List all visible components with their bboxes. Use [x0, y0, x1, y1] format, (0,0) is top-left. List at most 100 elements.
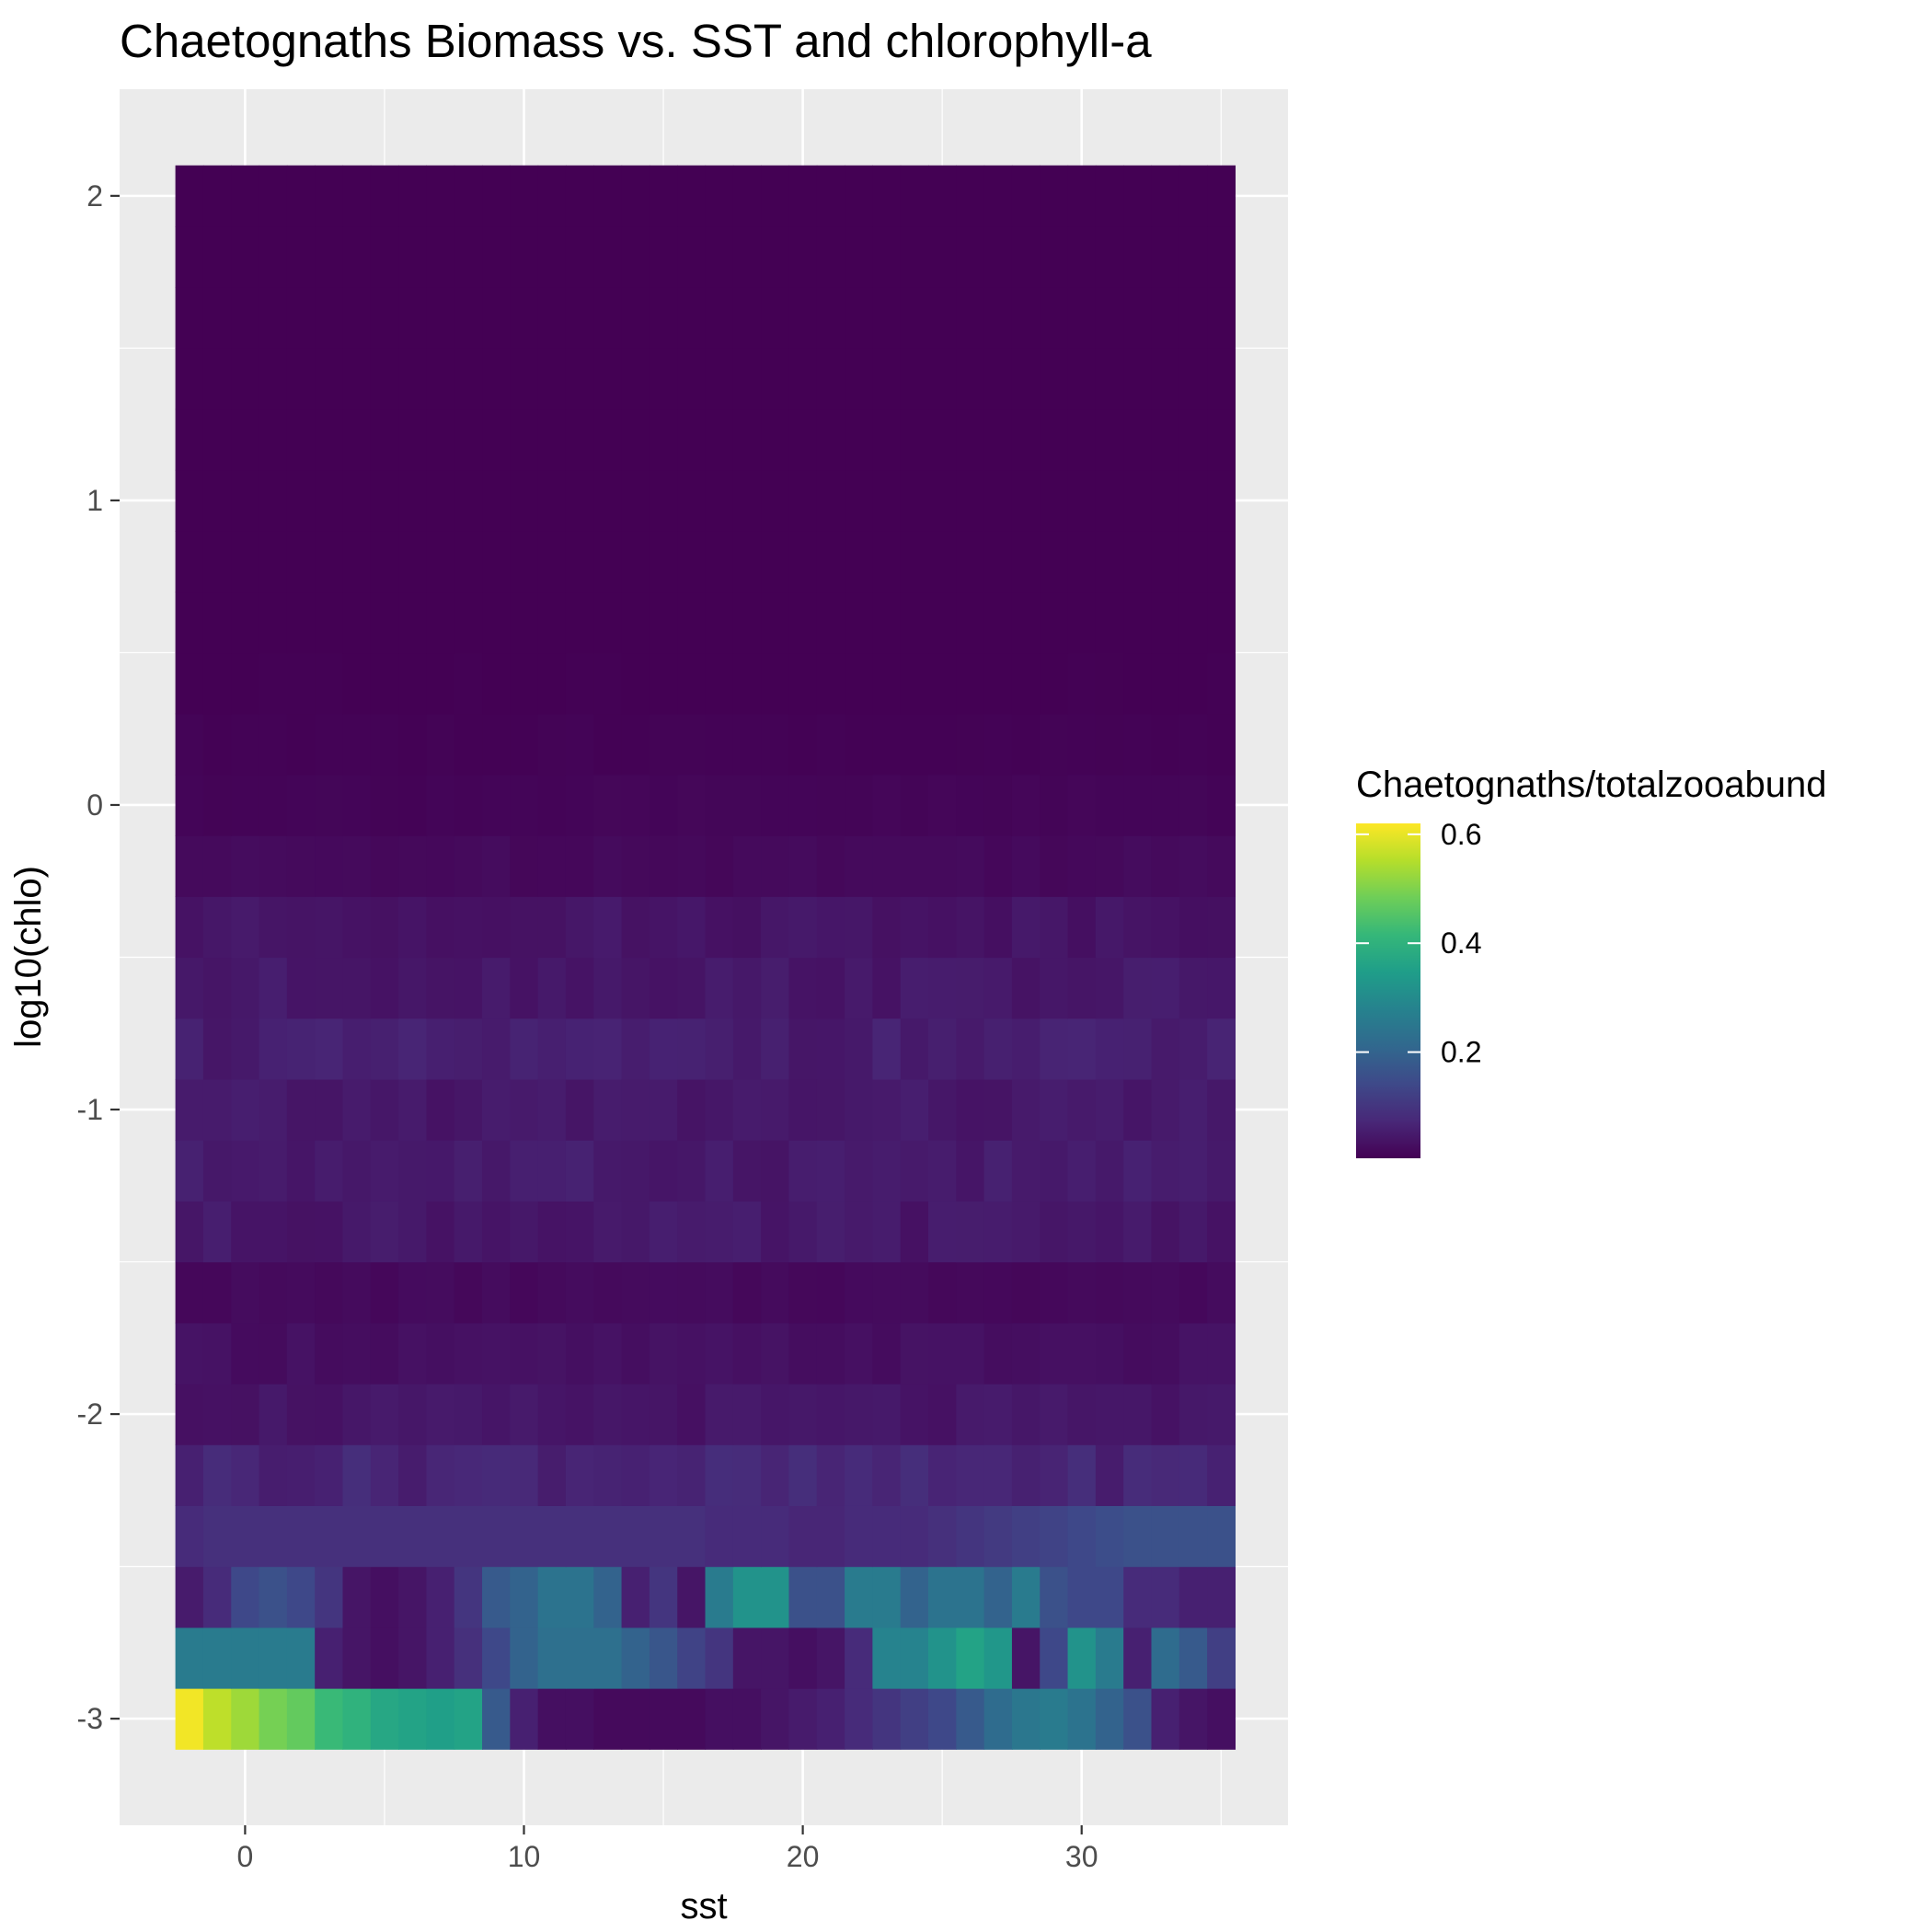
heatmap-tile	[1095, 1627, 1124, 1689]
heatmap-tile	[983, 1688, 1013, 1750]
heatmap-tile	[202, 287, 232, 349]
heatmap-tile	[900, 1140, 929, 1202]
heatmap-tile	[315, 1261, 344, 1324]
heatmap-tile	[816, 225, 845, 288]
heatmap-tile	[1011, 348, 1041, 410]
heatmap-tile	[983, 774, 1013, 836]
heatmap-tile	[231, 1566, 260, 1628]
heatmap-tile	[1067, 531, 1097, 592]
heatmap-tile	[259, 713, 288, 776]
heatmap-tile	[1040, 774, 1069, 836]
heatmap-tile	[202, 774, 232, 836]
heatmap-tile	[1151, 652, 1180, 715]
heatmap-tile	[398, 531, 428, 592]
heatmap-tile	[621, 1078, 650, 1141]
heatmap-tile	[705, 1627, 734, 1689]
heatmap-tile	[649, 1140, 678, 1202]
heatmap-tile	[231, 1505, 260, 1568]
heatmap-tile	[398, 1018, 428, 1080]
heatmap-tile	[900, 1078, 929, 1141]
heatmap-tile	[537, 1018, 567, 1080]
heatmap-tile	[1040, 1018, 1069, 1080]
heatmap-tile	[705, 1566, 734, 1628]
heatmap-tile	[732, 348, 762, 410]
heatmap-tile	[788, 1261, 818, 1324]
heatmap-tile	[231, 896, 260, 959]
heatmap-tile	[705, 1444, 734, 1506]
heatmap-tile	[454, 165, 483, 227]
heatmap-tile	[202, 713, 232, 776]
heatmap-tile	[426, 896, 455, 959]
heatmap-tile	[872, 531, 902, 592]
heatmap-tile	[788, 531, 818, 592]
heatmap-tile	[510, 774, 539, 836]
heatmap-tile	[1040, 1505, 1069, 1568]
heatmap-tile	[370, 652, 399, 715]
heatmap-tile	[510, 592, 539, 654]
heatmap-tile	[565, 1444, 594, 1506]
heatmap-tile	[1151, 348, 1180, 410]
heatmap-tile	[1067, 287, 1097, 349]
heatmap-tile	[845, 1505, 873, 1568]
heatmap-tile	[1067, 1566, 1097, 1628]
heatmap-tile	[454, 1383, 483, 1445]
heatmap-tile	[1067, 835, 1097, 897]
heatmap-tile	[816, 713, 845, 776]
heatmap-tile	[370, 531, 399, 592]
heatmap-tile	[454, 348, 483, 410]
colorbar-ticks: 0.2 0.4 0.6	[1356, 818, 1481, 1069]
heatmap-tile	[621, 713, 650, 776]
heatmap-tile	[1067, 348, 1097, 410]
heatmap-tile	[1207, 1018, 1236, 1080]
heatmap-tile	[202, 896, 232, 959]
heatmap-tile	[983, 469, 1013, 532]
heatmap-tile	[537, 287, 567, 349]
heatmap-tile	[398, 1140, 428, 1202]
heatmap-tile	[510, 287, 539, 349]
heatmap-tile	[454, 592, 483, 654]
heatmap-tile	[593, 1201, 623, 1263]
heatmap-tile	[537, 774, 567, 836]
heatmap-tile	[1123, 957, 1153, 1019]
heatmap-tile	[816, 835, 845, 897]
heatmap-tile	[761, 225, 790, 288]
heatmap-tile	[370, 774, 399, 836]
heatmap-tile	[1151, 1261, 1180, 1324]
heatmap-tile	[1207, 1627, 1236, 1689]
heatmap-tile	[1011, 1444, 1041, 1506]
heatmap-tile	[1040, 1688, 1069, 1750]
heatmap-tile	[872, 408, 902, 471]
heatmap-tile	[1123, 1140, 1153, 1202]
heatmap-tile	[593, 1018, 623, 1080]
heatmap-tile	[1179, 225, 1208, 288]
heatmap-tile	[342, 1505, 372, 1568]
heatmap-tile	[1207, 1444, 1236, 1506]
heatmap-tile	[732, 1505, 762, 1568]
heatmap-tile	[788, 1566, 818, 1628]
heatmap-tile	[1179, 1566, 1208, 1628]
heatmap-tile	[761, 1322, 790, 1385]
heatmap-tile	[705, 1140, 734, 1202]
heatmap-tile	[398, 287, 428, 349]
heatmap-tile	[398, 1444, 428, 1506]
y-tick-label: 2	[86, 179, 103, 213]
heatmap-tile	[677, 713, 707, 776]
heatmap-tile	[872, 469, 902, 532]
heatmap-tile	[1040, 835, 1069, 897]
heatmap-tile	[286, 957, 316, 1019]
heatmap-tile	[231, 165, 260, 227]
heatmap-tile	[454, 1627, 483, 1689]
heatmap-tile	[983, 1627, 1013, 1689]
heatmap-tile	[872, 165, 902, 227]
heatmap-tile	[621, 1566, 650, 1628]
heatmap-tile	[1151, 774, 1180, 836]
heatmap-tile	[956, 1078, 985, 1141]
heatmap-tile	[621, 774, 650, 836]
heatmap-tile	[705, 1078, 734, 1141]
heatmap-tile	[565, 774, 594, 836]
heatmap-tile	[342, 531, 372, 592]
heatmap-tile	[845, 408, 873, 471]
heatmap-tile	[259, 225, 288, 288]
heatmap-tile	[1040, 1140, 1069, 1202]
heatmap-tile	[872, 896, 902, 959]
